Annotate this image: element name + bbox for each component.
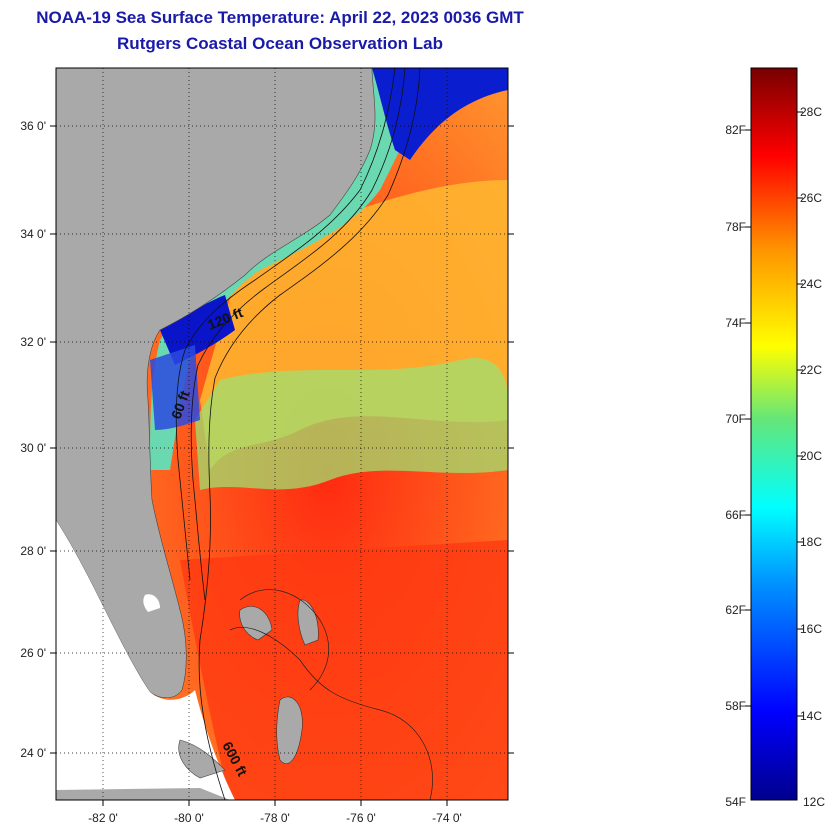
colorbar-c-label: 12C xyxy=(803,795,825,809)
colorbar-f-label: 54F xyxy=(725,795,746,809)
colorbar-f-label: 58F xyxy=(725,699,746,713)
colorbar-f-label: 78F xyxy=(725,220,746,234)
lon-label: -78 0' xyxy=(260,811,290,825)
colorbar-f-label: 62F xyxy=(725,603,746,617)
contour-bahamas-a xyxy=(229,627,433,800)
colorbar-c-label: 14C xyxy=(800,709,822,723)
land-cuba xyxy=(56,788,230,800)
contour-bahamas-b xyxy=(239,589,330,691)
lat-label: 24 0' xyxy=(20,746,46,760)
tick-marks xyxy=(50,125,514,806)
ocean-hot-south xyxy=(180,540,508,800)
colorbar-c-label: 16C xyxy=(800,622,822,636)
colorbar-c-label: 18C xyxy=(800,535,822,549)
map-border xyxy=(55,67,509,801)
colorbar-f-label: 66F xyxy=(725,508,746,522)
contour-60ft xyxy=(175,68,396,581)
ocean-cool-band xyxy=(195,358,508,490)
land-mainland xyxy=(56,68,376,699)
ocean-shelf-cool xyxy=(150,68,440,470)
map-title: NOAA-19 Sea Surface Temperature: April 2… xyxy=(36,8,524,27)
lat-label: 32 0' xyxy=(20,335,46,349)
lon-label: -82 0' xyxy=(88,811,118,825)
lon-label: -80 0' xyxy=(174,811,204,825)
lat-label: 36 0' xyxy=(20,119,46,133)
contour-600ft xyxy=(198,68,421,800)
lat-label: 28 0' xyxy=(20,544,46,558)
colorbar-f-label: 82F xyxy=(725,123,746,137)
lon-label: -74 0' xyxy=(432,811,462,825)
land-bahamas-1 xyxy=(239,606,273,641)
colorbar-c-label: 24C xyxy=(800,277,822,291)
lat-label: 34 0' xyxy=(20,227,46,241)
graticule xyxy=(56,68,508,800)
colorbar-ticks xyxy=(745,111,803,717)
no-data-lake xyxy=(143,594,160,612)
lat-label: 30 0' xyxy=(20,441,46,455)
colorbar-f-label: 74F xyxy=(725,316,746,330)
colorbar-c-label: 28C xyxy=(800,105,822,119)
colorbar-c-label: 26C xyxy=(800,191,822,205)
ocean-cold-ga xyxy=(150,345,200,430)
no-data-gulf xyxy=(56,520,235,800)
lon-label: -76 0' xyxy=(346,811,376,825)
colorbar-f-label: 70F xyxy=(725,412,746,426)
lat-label: 26 0' xyxy=(20,646,46,660)
map-subtitle: Rutgers Coastal Ocean Observation Lab xyxy=(117,34,443,53)
colorbar-c-label: 22C xyxy=(800,363,822,377)
colorbar xyxy=(750,67,798,801)
map-frame xyxy=(56,68,508,800)
colorbar-c-label: 20C xyxy=(800,449,822,463)
ocean-cold-north xyxy=(372,68,508,160)
land-cuba-fragment xyxy=(178,739,226,779)
contour-120ft xyxy=(190,68,406,601)
land-bahamas-2 xyxy=(276,696,303,765)
